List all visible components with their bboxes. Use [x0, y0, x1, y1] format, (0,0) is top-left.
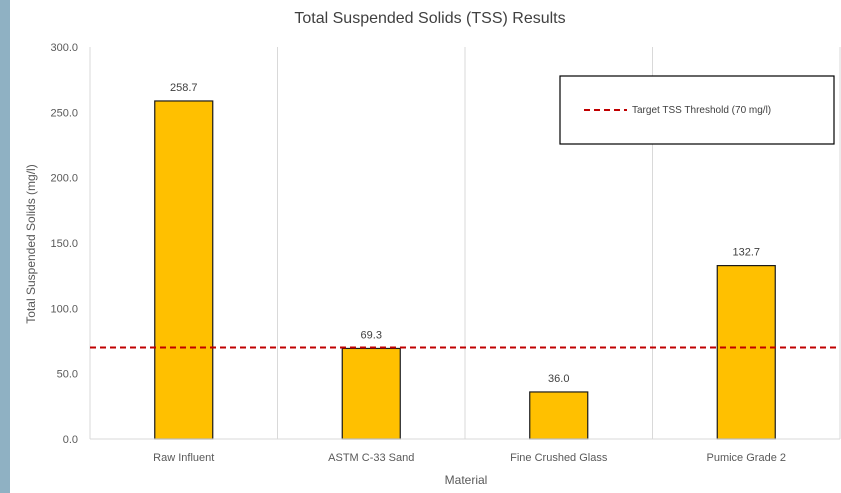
bar [529, 391, 589, 440]
legend: Target TSS Threshold (70 mg/l) [559, 75, 835, 145]
y-tick-label: 150.0 [50, 238, 78, 250]
x-axis-label: Material [445, 473, 488, 487]
y-tick-label: 0.0 [63, 434, 78, 446]
y-tick-label: 50.0 [57, 369, 78, 381]
bar [341, 347, 401, 440]
y-axis-ticks: 0.0 50.0 100.0 150.0 200.0 250.0 300.0 [50, 42, 78, 446]
x-axis-ticks: Raw Influent ASTM C-33 Sand Fine Crushed G… [153, 452, 786, 464]
x-tick-label: ASTM C-33 Sand [328, 452, 414, 464]
bar [716, 265, 776, 440]
y-tick-label: 200.0 [50, 173, 78, 185]
data-label: 36.0 [548, 373, 569, 385]
legend-entry: Target TSS Threshold (70 mg/l) [632, 105, 771, 116]
x-tick-label: Raw Influent [153, 452, 214, 464]
x-tick-label: Pumice Grade 2 [707, 452, 786, 464]
y-tick-label: 250.0 [50, 107, 78, 119]
chart-title: Total Suspended Solids (TSS) Results [294, 10, 565, 27]
y-tick-label: 300.0 [50, 42, 78, 54]
y-axis-label: Total Suspended Solids (mg/l) [24, 164, 38, 323]
bar-series [154, 100, 776, 440]
data-label: 69.3 [361, 329, 382, 341]
x-tick-label: Fine Crushed Glass [510, 452, 608, 464]
y-tick-label: 100.0 [50, 303, 78, 315]
data-labels: 258.7 69.3 36.0 132.7 [170, 82, 760, 385]
data-label: 132.7 [732, 247, 760, 259]
data-label: 258.7 [170, 82, 198, 94]
bar [154, 100, 214, 440]
